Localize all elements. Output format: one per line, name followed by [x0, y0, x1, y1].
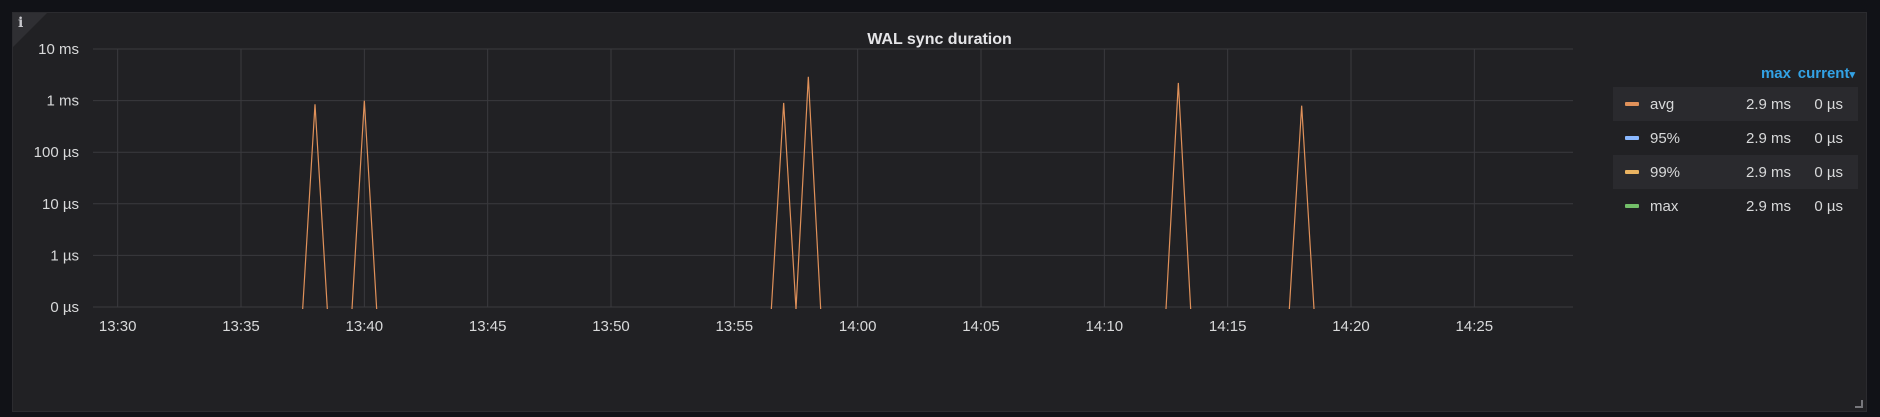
series-swatch[interactable] — [1625, 136, 1639, 140]
series-current: 0 µs — [1814, 198, 1843, 215]
y-tick-label: 10 µs — [42, 196, 79, 213]
x-tick-label: 14:00 — [839, 318, 877, 335]
y-tick-label: 0 µs — [50, 299, 79, 316]
x-tick-label: 14:20 — [1332, 318, 1370, 335]
series-spike — [302, 104, 328, 310]
graph-panel: i WAL sync duration 10 ms 1 ms 100 µs 10 µs… — [12, 12, 1867, 412]
series-max: 2.9 ms — [1745, 96, 1791, 113]
y-tick-label: 1 ms — [46, 93, 79, 110]
series-name[interactable]: 99% — [1650, 164, 1681, 181]
series-spike — [795, 76, 822, 310]
series-max: 2.9 ms — [1745, 164, 1791, 181]
legend-row-99[interactable]: 99% 2.9 ms 0 µs — [1613, 155, 1858, 189]
series-max: 2.9 ms — [1745, 130, 1791, 147]
y-tick-label: 10 ms — [38, 41, 79, 58]
series-swatch[interactable] — [1625, 204, 1639, 208]
x-tick-label: 13:50 — [592, 318, 630, 335]
series-spike — [351, 100, 378, 310]
legend-sort-current[interactable]: current▾ — [1791, 65, 1855, 82]
x-tick-label: 13:30 — [99, 318, 137, 335]
y-tick-label: 1 µs — [50, 247, 79, 264]
legend-row-avg[interactable]: avg 2.9 ms 0 µs — [1613, 87, 1858, 121]
series-swatch[interactable] — [1625, 170, 1639, 174]
series-max: 2.9 ms — [1745, 198, 1791, 215]
y-tick-label: 100 µs — [34, 144, 79, 161]
panel-corner — [13, 13, 47, 47]
series-spike — [770, 102, 797, 310]
series-name[interactable]: 95% — [1650, 130, 1681, 147]
legend-row-max[interactable]: max 2.9 ms 0 µs — [1613, 189, 1858, 223]
x-tick-label: 14:15 — [1209, 318, 1247, 335]
info-icon[interactable]: i — [18, 15, 24, 31]
legend-sort-max[interactable]: max — [1760, 65, 1791, 82]
x-tick-label: 14:05 — [962, 318, 1000, 335]
x-tick-label: 13:45 — [469, 318, 507, 335]
chart-plot: 10 ms 1 ms 100 µs 10 µs 1 µs 0 µs 13:30 13:35 1… — [34, 41, 1573, 335]
legend-header: max current▾ — [1613, 65, 1858, 87]
series-name[interactable]: avg — [1650, 96, 1675, 113]
x-tick-label: 13:35 — [222, 318, 260, 335]
x-tick-label: 13:40 — [346, 318, 384, 335]
series-swatch[interactable] — [1625, 102, 1639, 106]
series-name[interactable]: max — [1650, 198, 1679, 215]
legend-table: max current▾ avg 2.9 ms 0 µs 95% 2.9 ms … — [1613, 65, 1858, 223]
x-tick-label: 14:10 — [1086, 318, 1124, 335]
x-tick-label: 14:25 — [1456, 318, 1494, 335]
series-current: 0 µs — [1814, 130, 1843, 147]
series-spike — [1165, 82, 1192, 310]
legend-current-label: current — [1797, 65, 1850, 82]
resize-handle[interactable] — [1855, 400, 1863, 408]
series-spike — [1288, 105, 1315, 310]
x-tick-label: 13:55 — [716, 318, 754, 335]
series-current: 0 µs — [1814, 96, 1843, 113]
series-current: 0 µs — [1814, 164, 1843, 181]
panel-title[interactable]: WAL sync duration — [867, 31, 1012, 48]
caret-down-icon: ▾ — [1849, 69, 1855, 81]
legend-row-95[interactable]: 95% 2.9 ms 0 µs — [1613, 121, 1858, 155]
